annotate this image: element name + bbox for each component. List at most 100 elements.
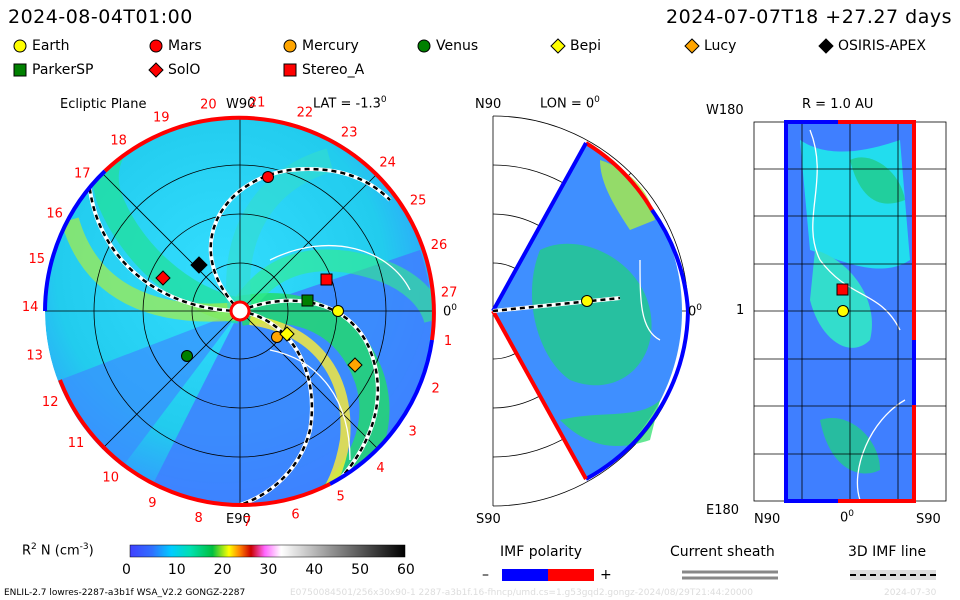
legend-label: Bepi bbox=[570, 38, 601, 54]
legend-item-osiris-apex: OSIRIS-APEX bbox=[818, 38, 926, 54]
diamond-icon bbox=[550, 38, 566, 54]
legend-label: Stereo_A bbox=[302, 62, 365, 78]
legend-item-solo: SolO bbox=[148, 62, 200, 78]
carrington-label: 12 bbox=[42, 395, 59, 410]
square-icon bbox=[283, 63, 297, 77]
ecliptic-title: Ecliptic Plane bbox=[60, 97, 147, 112]
carrington-label: 1 bbox=[444, 334, 452, 349]
legend-label: Mercury bbox=[302, 38, 359, 54]
legend-item-mercury: Mercury bbox=[282, 38, 359, 54]
square-icon bbox=[13, 63, 27, 77]
legend-label: Venus bbox=[436, 38, 479, 54]
density-colorbar bbox=[129, 544, 406, 558]
zero-map-label: 00 bbox=[840, 509, 855, 526]
lon-label: LON = 00 bbox=[540, 95, 600, 112]
circle-icon bbox=[283, 39, 297, 53]
carrington-label: 18 bbox=[110, 134, 127, 149]
diamond-icon bbox=[818, 38, 834, 54]
carrington-label: 22 bbox=[297, 105, 314, 120]
imf-minus: – bbox=[482, 567, 489, 583]
carrington-label: 20 bbox=[200, 97, 217, 112]
carrington-label: 6 bbox=[291, 508, 299, 523]
colorbar-tick: 0 bbox=[122, 562, 131, 578]
s90-map-label: S90 bbox=[916, 512, 941, 527]
legend-item-mars: Mars bbox=[148, 38, 202, 54]
osiris-apex-marker bbox=[190, 256, 208, 274]
parker-marker bbox=[301, 294, 314, 307]
solo-marker bbox=[155, 270, 171, 286]
carrington-label: 27 bbox=[441, 286, 458, 301]
imf-title: IMF polarity bbox=[500, 544, 583, 560]
legend-item-venus: Venus bbox=[416, 38, 478, 54]
diamond-icon bbox=[148, 62, 164, 78]
imf-plus: + bbox=[600, 567, 612, 583]
legend-item-bepi: Bepi bbox=[550, 38, 601, 54]
carrington-label: 10 bbox=[102, 471, 119, 486]
footer-right: 2024-07-30 bbox=[884, 588, 937, 598]
circle-icon bbox=[149, 39, 163, 53]
legend-label: Lucy bbox=[704, 38, 737, 54]
legend-item-parkersp: ParkerSP bbox=[12, 62, 93, 78]
carrington-label: 16 bbox=[46, 206, 63, 221]
e90-label: E90 bbox=[226, 512, 251, 527]
stereo-a-marker bbox=[320, 273, 333, 286]
earth-marker bbox=[332, 305, 344, 317]
stereo-a-marker-map bbox=[836, 283, 849, 296]
bepi-marker bbox=[279, 326, 295, 342]
colorbar-tick: 30 bbox=[259, 562, 278, 578]
carrington-label: 7 bbox=[243, 515, 251, 530]
sun-icon bbox=[229, 300, 251, 322]
carrington-label: 17 bbox=[74, 166, 91, 181]
colorbar-tick: 60 bbox=[397, 562, 415, 578]
carrington-label: 3 bbox=[409, 424, 417, 439]
zero-lon-label: 00 bbox=[443, 303, 458, 320]
lat-label: LAT = -1.30 bbox=[313, 95, 387, 112]
legend-label: ParkerSP bbox=[32, 62, 94, 78]
line3d-title: 3D IMF line bbox=[848, 544, 927, 560]
earth-marker-map bbox=[837, 305, 849, 317]
colorbar-tick: 20 bbox=[213, 562, 232, 578]
earth-marker-meridional bbox=[581, 295, 593, 307]
diamond-icon bbox=[684, 38, 700, 54]
e180-label: E180 bbox=[706, 503, 740, 518]
carrington-label: 21 bbox=[249, 96, 266, 111]
circle-icon bbox=[417, 39, 431, 53]
s90-label: S90 bbox=[476, 512, 501, 527]
legend-label: SolO bbox=[168, 62, 201, 78]
carrington-label: 2 bbox=[431, 381, 439, 396]
footer-left: ENLIL-2.7 lowres-2287-a3b1f WSA_V2.2 GON… bbox=[4, 588, 246, 598]
carrington-label: 11 bbox=[68, 436, 85, 451]
n90-label: N90 bbox=[475, 97, 502, 112]
carrington-label: 23 bbox=[341, 126, 358, 141]
w90-label: W90 bbox=[226, 97, 256, 112]
w180-label: W180 bbox=[706, 103, 744, 118]
carrington-label: 15 bbox=[29, 252, 46, 267]
legend-label: Mars bbox=[168, 38, 202, 54]
legend-label: Earth bbox=[32, 38, 70, 54]
legend-label: OSIRIS-APEX bbox=[838, 38, 926, 54]
colorbar-tick: 50 bbox=[351, 562, 369, 578]
carrington-label: 25 bbox=[410, 194, 427, 209]
carrington-label: 4 bbox=[376, 461, 384, 476]
colorbar-tick: 10 bbox=[167, 562, 186, 578]
mars-marker bbox=[262, 171, 274, 183]
carrington-label: 19 bbox=[153, 110, 170, 125]
legend-item-lucy: Lucy bbox=[684, 38, 736, 54]
carrington-label: 14 bbox=[22, 300, 39, 315]
carrington-label: 26 bbox=[431, 238, 448, 253]
run-time: 2024-07-07T18 +27.27 days bbox=[666, 6, 952, 28]
zero-lat-label: 00 bbox=[688, 303, 703, 320]
carrington-label: 24 bbox=[379, 156, 396, 171]
n90-map-label: N90 bbox=[754, 512, 781, 527]
carrington-label: 8 bbox=[195, 511, 203, 526]
venus-marker bbox=[181, 350, 193, 362]
colorbar-label: R2 N (cm-3) bbox=[22, 542, 94, 559]
legend-item-stereo-a: Stereo_A bbox=[282, 62, 364, 78]
colorbar-tick: 40 bbox=[305, 562, 324, 578]
model-time: 2024-08-04T01:00 bbox=[8, 6, 193, 28]
radius-label: R = 1.0 AU bbox=[802, 97, 874, 112]
circle-icon bbox=[13, 39, 27, 53]
legend-item-earth: Earth bbox=[12, 38, 70, 54]
carrington-label: 5 bbox=[337, 489, 345, 504]
